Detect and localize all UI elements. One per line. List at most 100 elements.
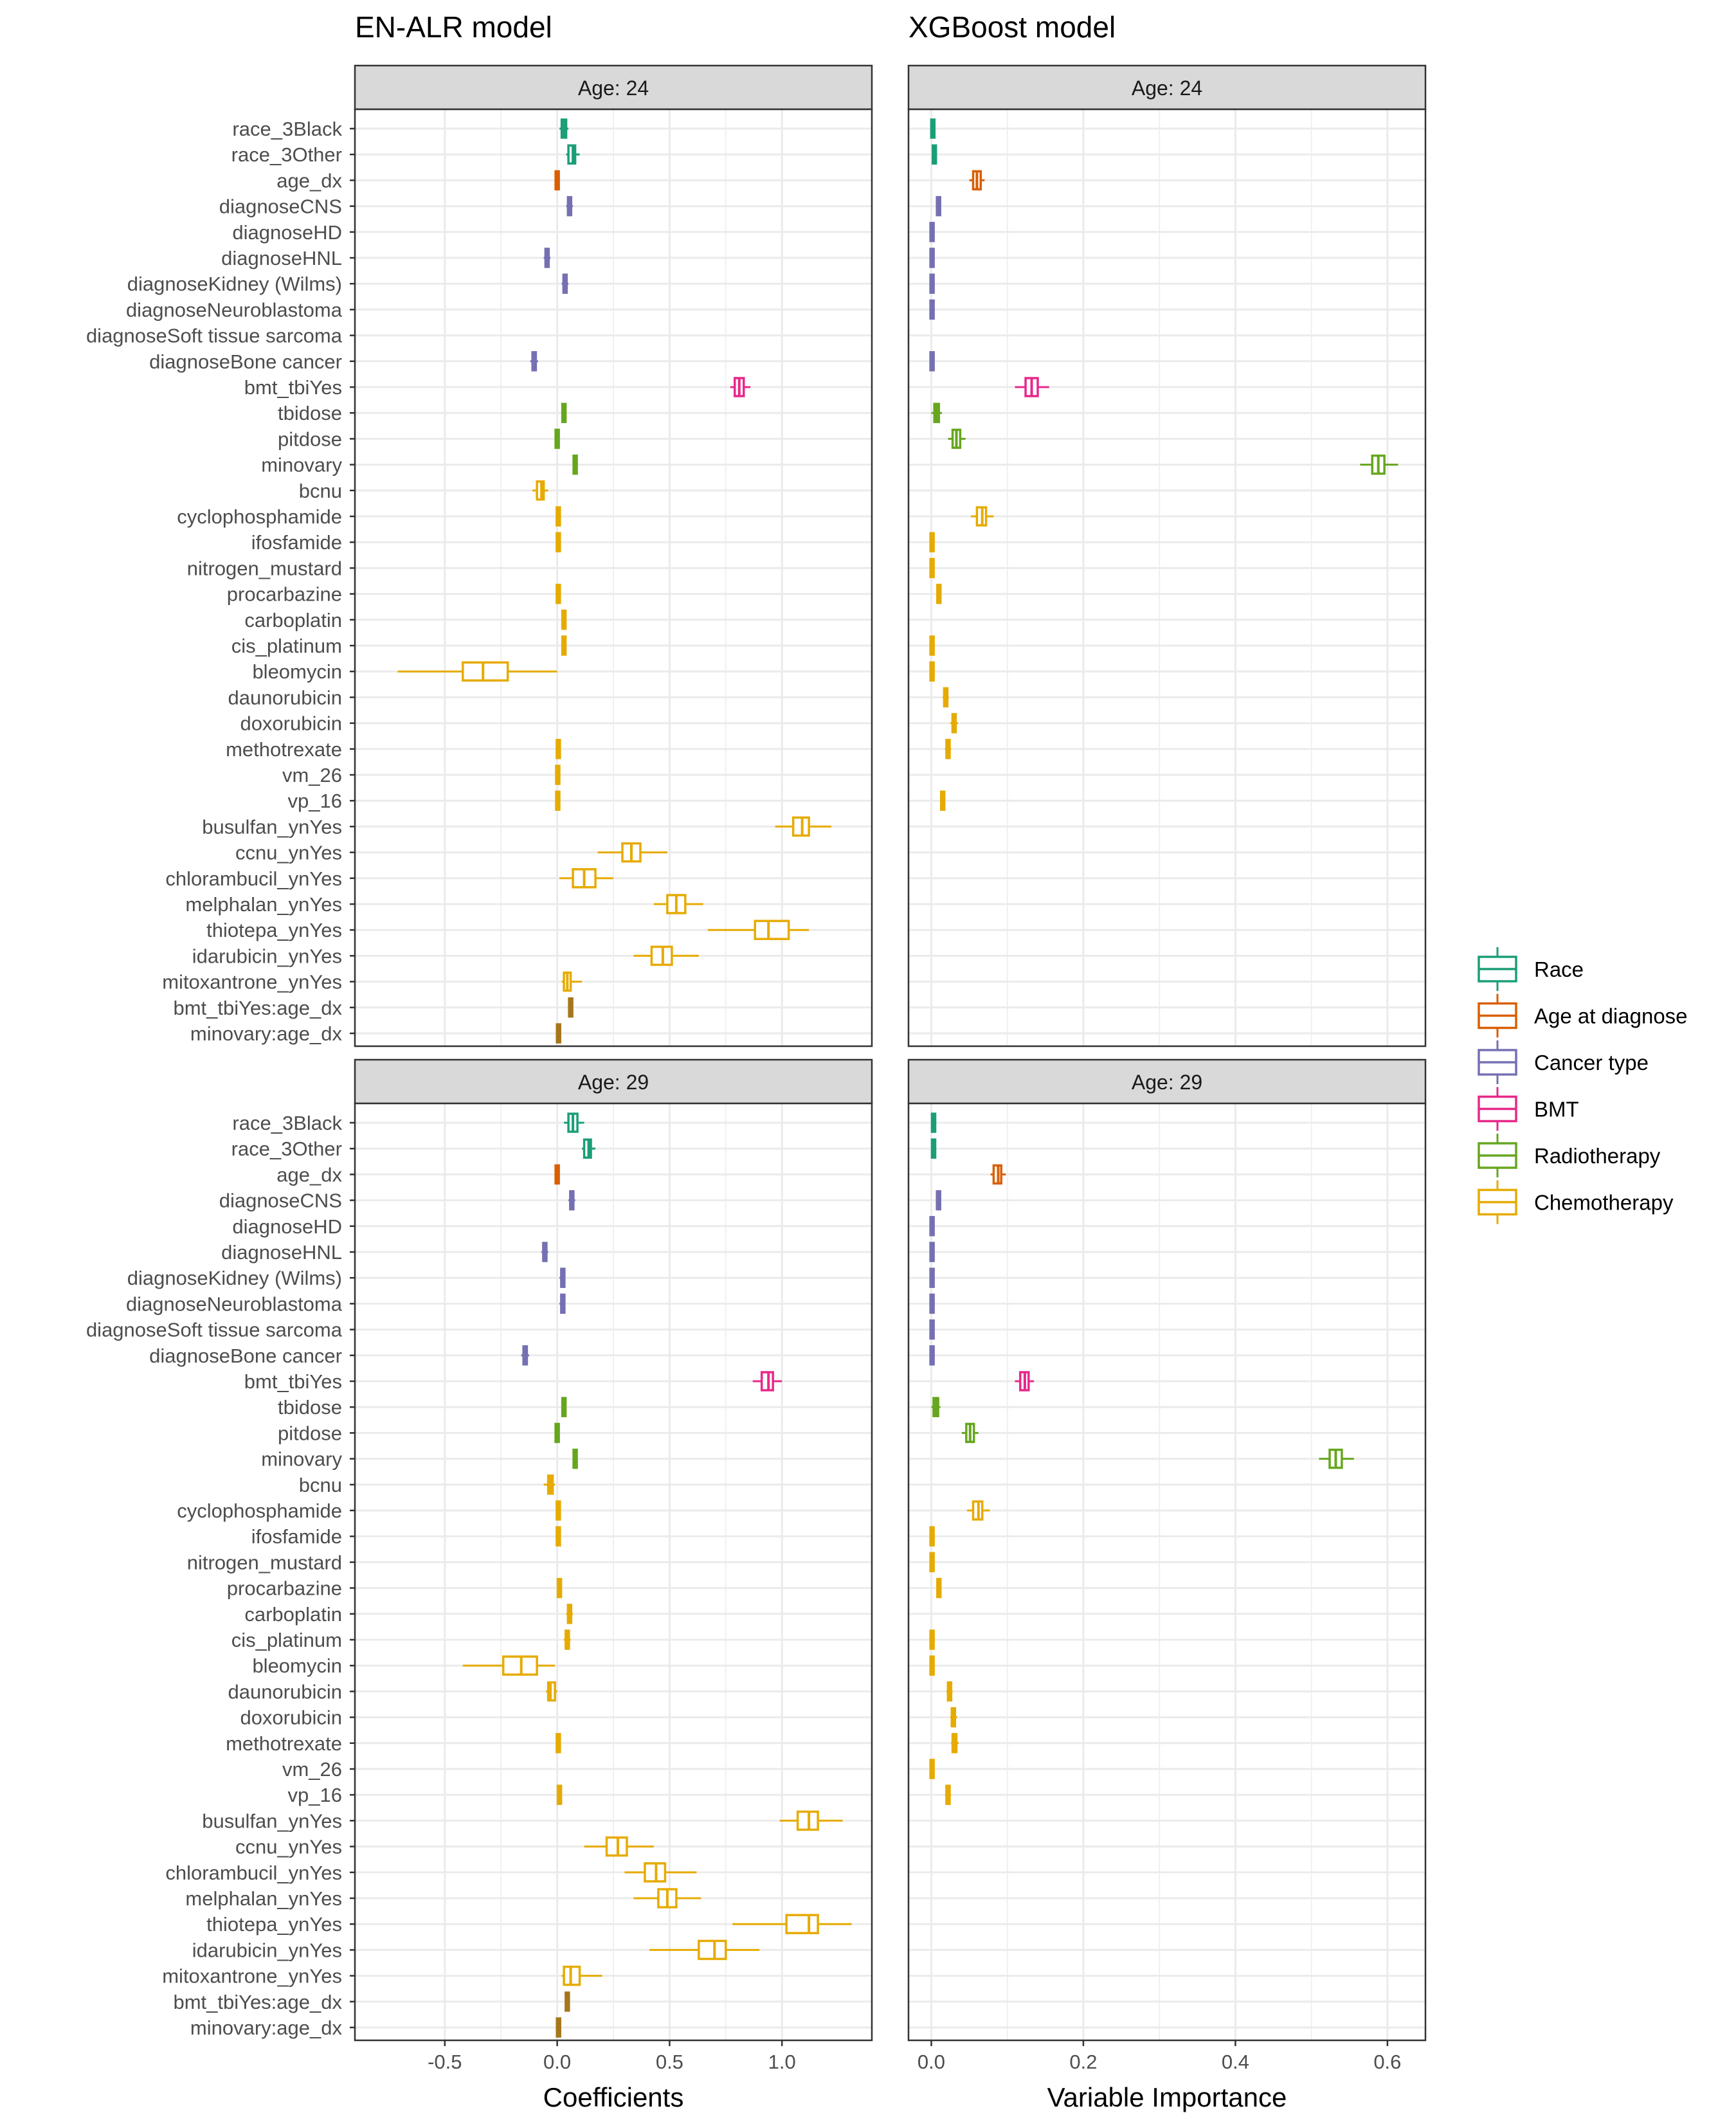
panel-en-age-24 — [354, 108, 873, 1047]
legend-item-age-at-diagnose: Age at diagnose — [1478, 993, 1688, 1038]
y-axis-labels-top: race_3Black race_3Other age_dx diagnoseCNS d… — [86, 118, 355, 1045]
y-label-bottom-minovary-age-dx: minovary:age_dx — [190, 2017, 343, 2039]
legend-label-bmt: BMT — [1534, 1098, 1579, 1121]
box-en-29-diagnosekidney-wilms — [559, 1267, 566, 1288]
box-en-24-diagnosecns — [566, 195, 574, 217]
panel-background-xg-24 — [909, 109, 1425, 1046]
legend: Race Age at diagnose Cancer type BMT Radioth… — [1478, 947, 1688, 1224]
box-en-24-cyclophosphamide — [556, 506, 561, 527]
box-xg-29-procarbazine — [936, 1577, 942, 1599]
y-label-bottom-vm-26: vm_26 — [282, 1758, 342, 1781]
legend-label-radiotherapy: Radiotherapy — [1534, 1144, 1661, 1168]
box-xg-24-minovary — [1360, 454, 1398, 475]
box-en-24-pitdose — [554, 428, 560, 449]
box-xg-24-race-3other — [931, 144, 937, 165]
strip-label-bottom-right: Age: 29 — [1132, 1071, 1202, 1094]
box-en-29-diagnosehnl — [541, 1242, 548, 1262]
box-xg-24-bmt-tbiyes — [1015, 377, 1049, 397]
y-label-top-race-3other: race_3Other — [231, 143, 342, 166]
y-label-bottom-diagnoseneuroblastoma: diagnoseNeuroblastoma — [126, 1292, 343, 1315]
y-label-bottom-diagnosebone-cancer: diagnoseBone cancer — [149, 1345, 342, 1367]
x-tick-label-left-1: 0.0 — [543, 2051, 571, 2073]
box-xg-24-doxorubicin — [950, 712, 958, 734]
y-label-top-doxorubicin: doxorubicin — [240, 712, 342, 735]
box-xg-24-diagnosehnl — [929, 248, 935, 268]
y-label-bottom-diagnosehnl: diagnoseHNL — [221, 1241, 342, 1264]
panel-border-xg-24 — [907, 108, 1427, 1047]
box-en-24-bmt-tbiyes — [730, 377, 751, 397]
x-tick-label-left-0: -0.5 — [428, 2051, 462, 2073]
box-xg-29-pitdose — [961, 1422, 979, 1444]
box-en-29-diagnosecns — [568, 1190, 575, 1211]
y-label-bottom-chlorambucil-ynyes: chlorambucil_ynYes — [165, 1862, 342, 1884]
legend-item-bmt: BMT — [1478, 1087, 1579, 1131]
box-xg-24-methotrexate — [945, 739, 952, 759]
box-en-24-melphalan-ynyes — [653, 894, 703, 914]
y-label-top-thiotepa-ynyes: thiotepa_ynYes — [206, 919, 342, 941]
y-label-top-diagnosehd: diagnoseHD — [232, 221, 342, 244]
strip-top-left: Age: 24 — [354, 64, 873, 111]
box-xg-29-race-3black — [930, 1112, 937, 1133]
y-label-top-diagnosekidney-wilms: diagnoseKidney (Wilms) — [127, 273, 342, 295]
box-body — [698, 1939, 727, 1961]
y-label-bottom-daunorubicin: daunorubicin — [228, 1680, 342, 1703]
y-label-top-diagnosebone-cancer: diagnoseBone cancer — [149, 350, 342, 373]
box-en-24-bleomycin — [397, 661, 557, 682]
box-en-29-methotrexate — [556, 1733, 561, 1754]
box-en-29-melphalan-ynyes — [633, 1888, 701, 1909]
y-label-top-carboplatin: carboplatin — [244, 609, 342, 631]
strip-label-top-left: Age: 24 — [578, 77, 649, 100]
box-en-24-procarbazine — [556, 583, 561, 604]
legend-label-cancer-type: Cancer type — [1534, 1051, 1649, 1075]
panel-background-xg-29 — [909, 1103, 1425, 2040]
legend-item-chemotherapy: Chemotherapy — [1478, 1180, 1674, 1224]
box-xg-29-methotrexate — [951, 1733, 959, 1754]
box-xg-24-diagnosehd — [929, 222, 935, 242]
legend-item-cancer-type: Cancer type — [1478, 1040, 1649, 1084]
box-xg-24-ifosfamide — [929, 532, 935, 552]
panel-border-en-24 — [354, 108, 873, 1047]
box-en-29-procarbazine — [556, 1577, 563, 1599]
x-tick-label-right-3: 0.6 — [1373, 2051, 1401, 2073]
box-xg-24-procarbazine — [936, 583, 942, 604]
y-label-bottom-cis-platinum: cis_platinum — [231, 1629, 342, 1651]
box-xg-29-tbidose — [931, 1397, 941, 1417]
y-label-top-diagnoseneuroblastoma: diagnoseNeuroblastoma — [126, 298, 343, 321]
y-label-bottom-thiotepa-ynyes: thiotepa_ynYes — [206, 1913, 342, 1936]
y-label-top-cyclophosphamide: cyclophosphamide — [177, 505, 342, 528]
y-label-bottom-doxorubicin: doxorubicin — [240, 1707, 342, 1729]
box-en-24-race-3other — [566, 144, 580, 165]
panel-border-xg-29 — [907, 1102, 1427, 2042]
box-en-24-chlorambucil-ynyes — [559, 868, 613, 889]
y-label-top-diagnosehnl: diagnoseHNL — [221, 247, 342, 269]
y-label-bottom-vp-16: vp_16 — [288, 1784, 342, 1806]
box-xg-29-minovary — [1319, 1448, 1354, 1469]
box-en-29-thiotepa-ynyes — [732, 1914, 852, 1934]
box-en-24-vm-26 — [555, 765, 561, 785]
box-en-24-ifosfamide — [556, 532, 561, 552]
y-label-bottom-diagnosehd: diagnoseHD — [232, 1215, 342, 1238]
box-body — [754, 920, 790, 940]
box-en-29-carboplatin — [566, 1604, 574, 1624]
x-tick-label-left-3: 1.0 — [768, 2051, 796, 2073]
y-label-top-melphalan-ynyes: melphalan_ynYes — [185, 893, 342, 916]
y-label-bottom-race-3other: race_3Other — [231, 1138, 342, 1160]
box-en-29-mitoxantrone-ynyes — [561, 1965, 602, 1986]
box-xg-24-diagnosebone-cancer — [929, 351, 935, 372]
box-xg-24-bleomycin — [929, 661, 935, 682]
box-xg-24-tbidose — [931, 403, 943, 423]
legend-item-radiotherapy: Radiotherapy — [1478, 1134, 1661, 1177]
box-en-24-diagnosehnl — [543, 248, 551, 268]
box-en-29-minovary-age-dx — [556, 2017, 561, 2038]
box-xg-24-cis-platinum — [929, 635, 935, 656]
y-label-bottom-bmt-tbiyes-age-dx: bmt_tbiYes:age_dx — [173, 1991, 342, 2013]
box-xg-29-doxorubicin — [950, 1707, 957, 1728]
y-label-top-ccnu-ynyes: ccnu_ynYes — [235, 842, 342, 864]
box-xg-29-diagnosecns — [936, 1190, 941, 1211]
y-label-top-bmt-tbiyes-age-dx: bmt_tbiYes:age_dx — [173, 997, 342, 1019]
box-xg-29-diagnosebone-cancer — [929, 1345, 935, 1366]
box-en-29-bcnu — [543, 1474, 556, 1495]
y-label-top-bcnu: bcnu — [299, 480, 342, 502]
y-label-bottom-minovary: minovary — [261, 1448, 342, 1471]
box-xg-29-diagnosekidney-wilms — [929, 1267, 935, 1288]
